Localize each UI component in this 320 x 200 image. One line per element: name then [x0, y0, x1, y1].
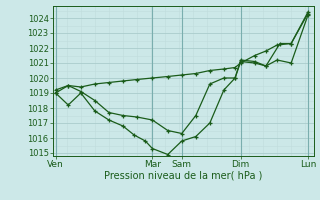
X-axis label: Pression niveau de la mer( hPa ): Pression niveau de la mer( hPa )	[104, 171, 262, 181]
